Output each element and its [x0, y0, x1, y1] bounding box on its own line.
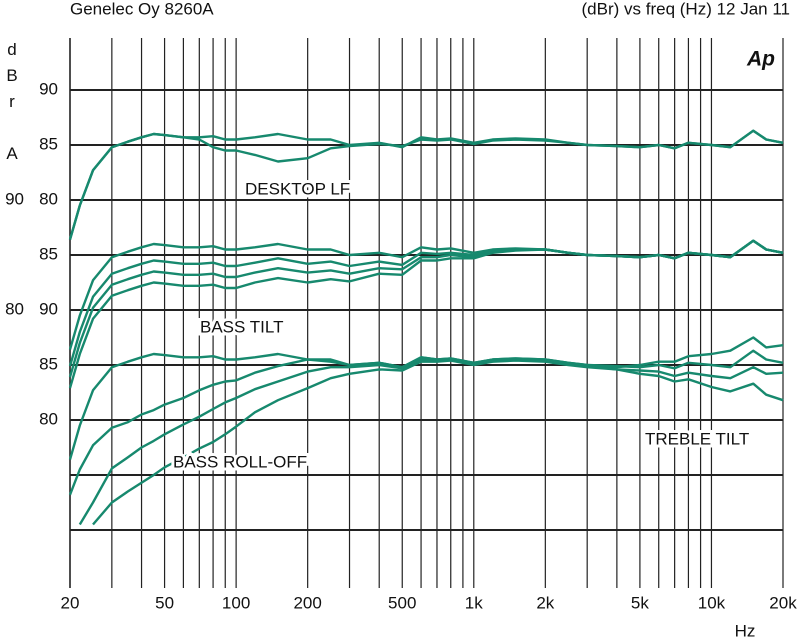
- y-tick-label: 80: [5, 299, 24, 318]
- y-tick-label: 80: [39, 189, 58, 208]
- response-curve: [92, 359, 784, 526]
- header-left: Genelec Oy 8260A: [70, 0, 214, 18]
- annotation: TREBLE TILT: [645, 429, 749, 448]
- x-axis-label: Hz: [735, 621, 756, 640]
- panel-title: DESKTOP LF: [245, 179, 350, 198]
- y-tick-label: 90: [39, 79, 58, 98]
- x-tick-label: 1k: [465, 593, 483, 612]
- x-tick-label: 5k: [631, 593, 649, 612]
- y-axis-label: dBr A: [3, 40, 22, 170]
- x-tick-label: 100: [222, 593, 250, 612]
- x-tick-label: 200: [293, 593, 321, 612]
- x-tick-label: 500: [388, 593, 416, 612]
- panel-title: BASS TILT: [200, 317, 283, 336]
- y-tick-label: 90: [5, 189, 24, 208]
- x-tick-label: 50: [155, 593, 174, 612]
- y-tick-label: 90: [39, 299, 58, 318]
- header-right: (dBr) vs freq (Hz) 12 Jan 11: [582, 0, 790, 18]
- response-curve: [68, 239, 784, 389]
- logo: Ap: [746, 48, 775, 71]
- x-tick-label: 2k: [536, 593, 554, 612]
- y-tick-label: 85: [39, 134, 58, 153]
- y-tick-label: 80: [39, 409, 58, 428]
- annotation: BASS ROLL-OFF: [173, 452, 307, 471]
- response-curve: [78, 358, 784, 526]
- y-tick-label: 85: [39, 354, 58, 373]
- y-tick-label: 85: [39, 244, 58, 263]
- x-tick-label: 20: [61, 593, 80, 612]
- x-tick-label: 20k: [769, 593, 797, 612]
- x-tick-label: 10k: [698, 593, 726, 612]
- response-curve: [68, 129, 784, 240]
